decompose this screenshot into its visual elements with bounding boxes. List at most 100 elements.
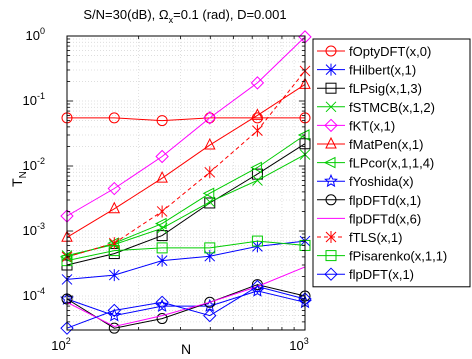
y-tick-label-exp: 0: [40, 26, 45, 36]
y-axis-title-sub: N: [18, 171, 29, 178]
marker-circle: [204, 112, 216, 124]
y-tick-label-exp: -2: [37, 156, 45, 166]
legend: fOptyDFT(x,0) fHilbert(x,1) fLPsig(x,1,3) f…: [312, 38, 471, 288]
series-line: [66, 240, 306, 262]
series-line: [66, 240, 306, 280]
x-tick-label-base: 10: [289, 338, 303, 353]
legend-entry-9: flpDFTd(x,1): [317, 193, 421, 208]
legend-label: fKT(x,1): [349, 118, 395, 133]
marker-triangle: [251, 108, 264, 120]
legend-label: fLPsig(x,1,3): [349, 81, 422, 96]
x-tick-label-exp: 3: [304, 336, 309, 346]
marker-diamond: [155, 149, 169, 164]
marker-square: [325, 82, 337, 94]
legend-entry-10: flpDFTd(x,6): [317, 211, 421, 226]
marker-square: [156, 242, 168, 254]
marker-triangle: [108, 201, 121, 214]
marker-square: [325, 250, 337, 262]
legend-entry-12: fPisarenko(x,1,1): [317, 249, 447, 264]
legend-entry-4: fSTMCB(x,1,2): [317, 100, 435, 115]
marker-asterisk: [325, 63, 337, 76]
legend-entry-11: fTLS(x,1): [317, 230, 402, 245]
series-6: [61, 77, 311, 242]
x-axis-title: N: [181, 341, 191, 357]
legend-entry-1: fOptyDFT(x,0): [317, 44, 431, 59]
legend-label: flpDFTd(x,6): [349, 211, 421, 226]
x-tick-label-base: 10: [51, 338, 65, 353]
series-layer: [59, 30, 312, 335]
marker-asterisk: [156, 205, 168, 218]
title-omega-sub: x: [169, 15, 174, 25]
marker-circle: [108, 112, 120, 124]
series-line: [66, 284, 306, 329]
title-suffix: =0.1 (rad), D=0.001: [173, 7, 286, 22]
legend-label: fHilbert(x,1): [349, 63, 416, 78]
series-12: [61, 235, 311, 267]
legend-label: flpDFT(x,1): [349, 267, 414, 282]
y-axis-title: TN: [9, 171, 29, 187]
marker-circle: [204, 296, 216, 308]
y-tick-label-exp: -1: [37, 91, 45, 101]
series-line: [66, 290, 306, 317]
legend-entry-2: fHilbert(x,1): [317, 63, 416, 78]
series-13: [60, 279, 312, 335]
series-line: [66, 154, 306, 256]
series-7: [59, 129, 310, 263]
series-4: [61, 149, 311, 261]
x-tick-label: 102: [51, 336, 70, 353]
marker-diamond: [250, 76, 265, 90]
legend-label: fOptyDFT(x,0): [349, 44, 431, 59]
marker-x: [204, 196, 216, 208]
marker-diamond: [203, 308, 217, 323]
marker-asterisk: [204, 166, 216, 179]
legend-label: fMatPen(x,1): [349, 137, 423, 152]
title-omega: Ω: [159, 7, 169, 22]
marker-circle: [251, 112, 263, 124]
series-line: [66, 83, 306, 238]
marker-circle: [325, 45, 337, 57]
y-tick-label: 10-1: [23, 91, 45, 108]
marker-diamond: [60, 321, 74, 335]
marker-triangle-left: [202, 187, 215, 200]
y-tick-label-base: 10: [23, 288, 37, 303]
y-tick-label-exp: -3: [37, 221, 45, 231]
y-tick-label-exp: -4: [37, 286, 45, 296]
series-line: [66, 285, 306, 329]
y-tick-label: 10-3: [23, 221, 45, 238]
y-axis-title-main: T: [9, 178, 25, 187]
marker-x: [325, 101, 337, 113]
marker-asterisk: [325, 231, 337, 243]
marker-square: [251, 235, 263, 247]
marker-star: [324, 173, 338, 188]
grid-layer: [66, 35, 306, 331]
marker-diamond: [203, 111, 217, 125]
y-tick-label: 10-2: [23, 156, 45, 173]
marker-diamond: [324, 267, 338, 281]
legend-entry-5: fKT(x,1): [317, 118, 395, 133]
marker-diamond: [155, 295, 169, 310]
legend-entry-13: flpDFT(x,1): [317, 267, 414, 282]
series-3: [61, 138, 311, 271]
legend-label: flpDFTd(x,1): [349, 193, 421, 208]
legend-entry-7: fLPcor(x,1,1,4): [317, 156, 434, 171]
series-line: [66, 143, 306, 266]
legend-label: fTLS(x,1): [349, 230, 402, 245]
series-line: [66, 36, 306, 217]
marker-star: [155, 298, 170, 312]
series-line: [66, 134, 306, 258]
marker-triangle: [203, 137, 216, 150]
legend-label: fSTMCB(x,1,2): [349, 100, 435, 115]
series-1: [61, 112, 311, 127]
marker-triangle-left: [323, 156, 336, 169]
marker-x: [252, 175, 263, 186]
marker-circle: [108, 322, 120, 334]
marker-triangle: [156, 171, 168, 183]
chart-title: S/N=30(dB), Ωx=0.1 (rad), D=0.001: [83, 7, 286, 25]
marker-triangle-left: [297, 129, 310, 141]
marker-star: [107, 308, 122, 322]
marker-triangle: [325, 136, 337, 149]
marker-triangle-left: [59, 251, 72, 263]
title-prefix: S/N=30(dB),: [83, 7, 159, 22]
marker-diamond: [324, 118, 338, 133]
x-tick-label-exp: 2: [66, 336, 71, 346]
